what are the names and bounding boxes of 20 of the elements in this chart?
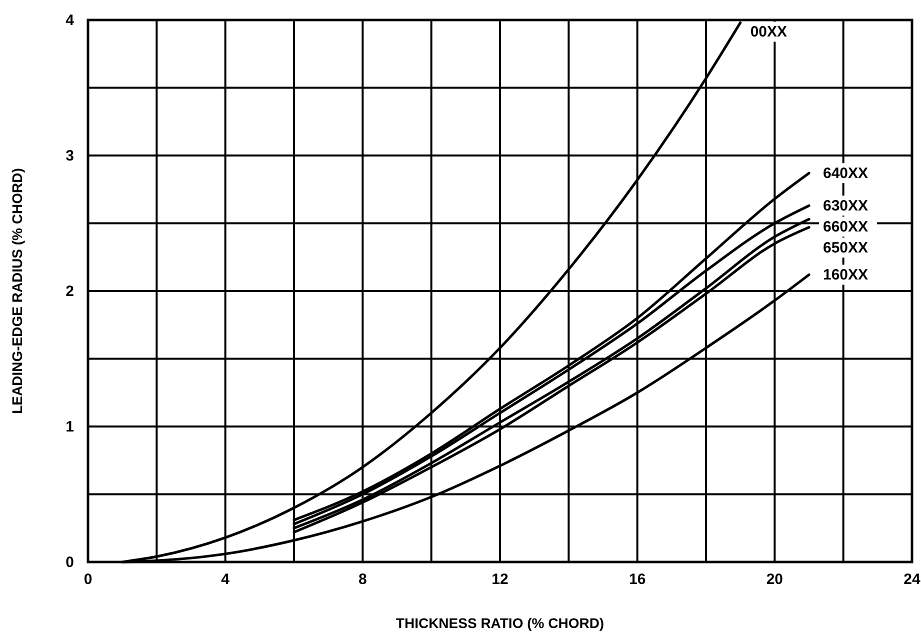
- x-tick-label: 4: [221, 571, 230, 588]
- series-label: 160XX: [823, 266, 868, 284]
- x-axis-title: THICKNESS RATIO (% CHORD): [396, 615, 604, 631]
- series-label: 640XX: [823, 165, 868, 182]
- x-tick-label: 16: [628, 571, 646, 588]
- x-tick-label: 12: [492, 571, 508, 588]
- x-tick-label: 0: [84, 571, 92, 588]
- y-tick-label: 3: [66, 148, 74, 164]
- series-label: 660XX: [823, 218, 868, 236]
- x-tick-label: 20: [766, 571, 784, 588]
- y-axis-title: LEADING-EDGE RADIUS (% CHORD): [9, 168, 25, 414]
- y-tick-label: 4: [66, 12, 75, 29]
- series-label: 650XX: [823, 240, 868, 257]
- y-tick-label: 2: [66, 283, 74, 300]
- x-tick-label: 8: [358, 571, 367, 588]
- series-label: 00XX: [750, 24, 788, 41]
- y-tick-label: 0: [66, 554, 74, 571]
- series-label: 630XX: [823, 198, 868, 215]
- x-tick-label: 24: [904, 571, 921, 588]
- y-tick-label: 1: [66, 418, 74, 436]
